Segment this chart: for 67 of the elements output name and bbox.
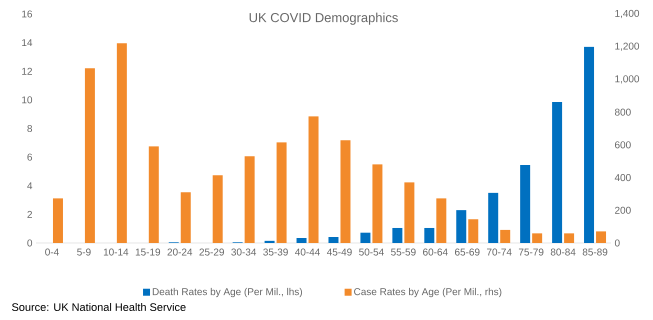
bar (52, 198, 63, 243)
x-tick-label: 60-64 (423, 248, 448, 256)
y-tick-label: 14 (22, 39, 32, 46)
bar (308, 116, 319, 243)
bar (148, 146, 159, 243)
x-tick-label: 55-59 (391, 248, 416, 256)
x-tick-label: 70-74 (486, 248, 512, 256)
bar (212, 175, 223, 243)
bar (84, 68, 95, 243)
chart-title: UK COVID Demographics (250, 12, 398, 25)
x-tick-label: 40-44 (295, 248, 320, 256)
y-tick-label: 10 (22, 96, 32, 104)
bar (404, 182, 414, 243)
x-tick-label: 65-69 (455, 248, 480, 256)
y2-tick-label: 1,000 (615, 75, 640, 84)
bar (424, 228, 434, 243)
legend-label: Death Rates by Age (Per Mil., lhs) (152, 288, 302, 298)
x-tick-label: 25-29 (199, 248, 224, 256)
bar (596, 231, 606, 243)
bar (180, 192, 191, 243)
y-tick-label: 12 (22, 68, 32, 75)
y-tick-label: 6 (27, 154, 32, 161)
x-tick-label: 50-54 (359, 248, 384, 256)
bar (328, 236, 338, 243)
bar (296, 238, 307, 243)
bar (564, 233, 574, 243)
y-tick-label: 8 (27, 124, 32, 132)
bar (392, 228, 402, 243)
bar (244, 156, 255, 243)
bar (276, 142, 287, 243)
bar (500, 230, 510, 243)
bar (372, 164, 382, 243)
x-tick-label: 0-4 (45, 248, 59, 256)
bar (584, 46, 594, 243)
y-tick-label: 0 (27, 239, 32, 247)
y2-tick-label: 800 (614, 108, 631, 116)
x-tick-label: 35-39 (263, 248, 288, 256)
bar (360, 232, 370, 243)
bar (552, 102, 562, 243)
x-tick-label: 15-19 (136, 248, 160, 256)
y-tick-label: 4 (27, 182, 32, 190)
y2-tick-label: 600 (615, 141, 631, 148)
bar (468, 219, 478, 243)
bar (532, 233, 542, 243)
bar (456, 210, 466, 243)
y2-tick-label: 0 (614, 239, 620, 247)
y-tick-label: 2 (27, 210, 32, 218)
bar (488, 192, 498, 243)
bar (340, 140, 350, 243)
x-tick-label: 10-14 (104, 248, 128, 256)
x-tick-label: 5-9 (77, 248, 91, 256)
y2-tick-label: 400 (614, 174, 631, 182)
x-tick-label: 85-89 (582, 248, 608, 256)
bar (436, 198, 446, 243)
y-tick-label: 16 (22, 10, 32, 18)
bar (116, 43, 127, 243)
x-tick-label: 30-34 (231, 248, 256, 256)
x-tick-label: 20-24 (168, 248, 192, 256)
x-tick-label: 80-84 (550, 248, 576, 256)
bar (520, 164, 530, 243)
y2-tick-label: 1,400 (615, 10, 640, 18)
y2-tick-label: 1,200 (615, 42, 640, 51)
source-note: Source: UK National Health Service (12, 302, 186, 312)
y2-tick-label: 200 (615, 206, 631, 214)
legend-label: Case Rates by Age (Per Mil., rhs) (354, 288, 502, 298)
x-tick-label: 45-49 (326, 248, 352, 256)
x-tick-label: 75-79 (518, 248, 544, 256)
